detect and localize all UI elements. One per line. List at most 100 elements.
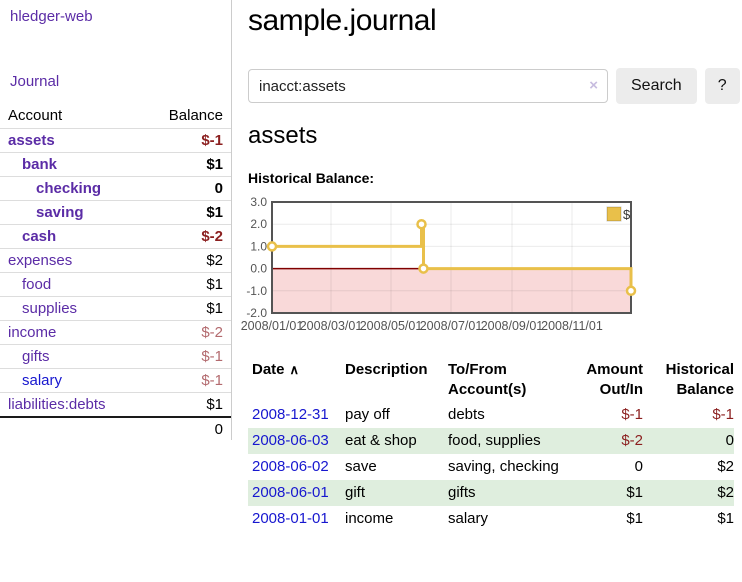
account-link[interactable]: checking xyxy=(36,180,101,197)
balance-chart: $3.02.01.00.0-1.0-2.02008/01/012008/03/0… xyxy=(242,194,742,344)
account-row: assets $-1 xyxy=(0,129,231,153)
transaction-row: 2008-06-02 save saving, checking 0 $2 xyxy=(248,454,734,480)
transaction-date-link[interactable]: 2008-12-31 xyxy=(252,406,329,423)
transaction-accounts: saving, checking xyxy=(448,454,571,480)
clear-search-icon[interactable]: × xyxy=(589,77,598,94)
transaction-amount: $-1 xyxy=(571,402,643,428)
account-row: expenses $2 xyxy=(0,249,231,273)
account-link[interactable]: food xyxy=(22,276,51,293)
register-table: Date∧ Description To/From Account(s) Amo… xyxy=(248,358,734,532)
transaction-date-link[interactable]: 2008-06-03 xyxy=(252,432,329,449)
account-row: supplies $1 xyxy=(0,297,231,321)
transaction-balance: $2 xyxy=(643,480,734,506)
transaction-row: 2008-01-01 income salary $1 $1 xyxy=(248,506,734,532)
account-row: food $1 xyxy=(0,273,231,297)
svg-text:0.0: 0.0 xyxy=(250,262,267,276)
search-help-button[interactable]: ? xyxy=(705,68,740,104)
main-panel: sample.journal × Search ? assets Histori… xyxy=(248,0,742,582)
transaction-accounts: salary xyxy=(448,506,571,532)
transaction-balance: $1 xyxy=(643,506,734,532)
transaction-accounts: gifts xyxy=(448,480,571,506)
svg-text:2008/09/01: 2008/09/01 xyxy=(481,319,544,333)
sort-ascending-icon: ∧ xyxy=(290,362,300,377)
svg-text:2008/03/01: 2008/03/01 xyxy=(300,319,363,333)
account-balance: $-1 xyxy=(139,129,231,153)
accounts-header-balance: Balance xyxy=(139,104,231,129)
search-button[interactable]: Search xyxy=(616,68,697,104)
account-row: checking 0 xyxy=(0,177,231,201)
transaction-description: income xyxy=(345,506,448,532)
svg-text:-1.0: -1.0 xyxy=(246,284,267,298)
app-brand-link[interactable]: hledger-web xyxy=(0,8,231,25)
transaction-description: save xyxy=(345,454,448,480)
sidebar-item-journal[interactable]: Journal xyxy=(0,73,231,90)
transaction-row: 2008-06-03 eat & shop food, supplies $-2… xyxy=(248,428,734,454)
page-title: sample.journal xyxy=(248,4,742,38)
account-balance: $2 xyxy=(139,249,231,273)
account-row: saving $1 xyxy=(0,201,231,225)
account-balance: $-2 xyxy=(139,321,231,345)
transaction-amount: $1 xyxy=(571,506,643,532)
account-link[interactable]: income xyxy=(8,324,56,341)
account-row: income $-2 xyxy=(0,321,231,345)
accounts-table-body: assets $-1 bank $1 checking 0 saving $1 … xyxy=(0,129,231,442)
account-link[interactable]: saving xyxy=(36,204,84,221)
svg-text:2008/05/01: 2008/05/01 xyxy=(360,319,423,333)
svg-text:2.0: 2.0 xyxy=(250,217,267,231)
account-link[interactable]: assets xyxy=(8,132,55,149)
svg-text:2008/01/01: 2008/01/01 xyxy=(241,319,304,333)
register-header-date[interactable]: Date∧ xyxy=(248,358,345,402)
transaction-date-link[interactable]: 2008-06-02 xyxy=(252,458,329,475)
account-link[interactable]: expenses xyxy=(8,252,72,269)
account-row: salary $-1 xyxy=(0,369,231,393)
register-header-description: Description xyxy=(345,358,448,402)
accounts-total-value: 0 xyxy=(139,417,231,441)
transaction-row: 2008-12-31 pay off debts $-1 $-1 xyxy=(248,402,734,428)
register-header-amount: Amount Out/In xyxy=(571,358,643,402)
account-balance: 0 xyxy=(139,177,231,201)
account-link[interactable]: gifts xyxy=(22,348,50,365)
svg-text:2008/07/01: 2008/07/01 xyxy=(420,319,483,333)
transaction-date-link[interactable]: 2008-01-01 xyxy=(252,510,329,527)
account-balance: $1 xyxy=(139,153,231,177)
svg-text:1.0: 1.0 xyxy=(250,239,267,253)
account-balance: $1 xyxy=(139,297,231,321)
register-header-accounts: To/From Account(s) xyxy=(448,358,571,402)
sidebar: hledger-web Journal Account Balance asse… xyxy=(0,0,232,440)
account-link[interactable]: liabilities:debts xyxy=(8,396,106,413)
transaction-balance: 0 xyxy=(643,428,734,454)
account-balance: $-1 xyxy=(139,345,231,369)
search-input[interactable] xyxy=(248,69,608,103)
transaction-date-link[interactable]: 2008-06-01 xyxy=(252,484,329,501)
account-row: cash $-2 xyxy=(0,225,231,249)
account-row: liabilities:debts $1 xyxy=(0,393,231,418)
account-link[interactable]: bank xyxy=(22,156,57,173)
accounts-table-header: Account Balance xyxy=(0,104,231,129)
account-link[interactable]: salary xyxy=(22,372,62,389)
svg-text:-2.0: -2.0 xyxy=(246,306,267,320)
account-heading: assets xyxy=(248,122,742,150)
account-balance: $-1 xyxy=(139,369,231,393)
account-link[interactable]: supplies xyxy=(22,300,77,317)
accounts-total-row: 0 xyxy=(0,417,231,441)
transaction-amount: 0 xyxy=(571,454,643,480)
account-link[interactable]: cash xyxy=(22,228,56,245)
transaction-description: eat & shop xyxy=(345,428,448,454)
transaction-accounts: food, supplies xyxy=(448,428,571,454)
transaction-amount: $-2 xyxy=(571,428,643,454)
account-row: gifts $-1 xyxy=(0,345,231,369)
account-row: bank $1 xyxy=(0,153,231,177)
account-balance: $-2 xyxy=(139,225,231,249)
transaction-balance: $-1 xyxy=(643,402,734,428)
account-balance: $1 xyxy=(139,393,231,418)
accounts-header-account: Account xyxy=(0,104,139,129)
register-table-body: 2008-12-31 pay off debts $-1 $-1 2008-06… xyxy=(248,402,734,532)
chart-title: Historical Balance: xyxy=(248,170,742,186)
search-form: × Search ? xyxy=(248,68,742,104)
transaction-balance: $2 xyxy=(643,454,734,480)
transaction-description: gift xyxy=(345,480,448,506)
transaction-row: 2008-06-01 gift gifts $1 $2 xyxy=(248,480,734,506)
transaction-accounts: debts xyxy=(448,402,571,428)
account-balance: $1 xyxy=(139,273,231,297)
transaction-amount: $1 xyxy=(571,480,643,506)
